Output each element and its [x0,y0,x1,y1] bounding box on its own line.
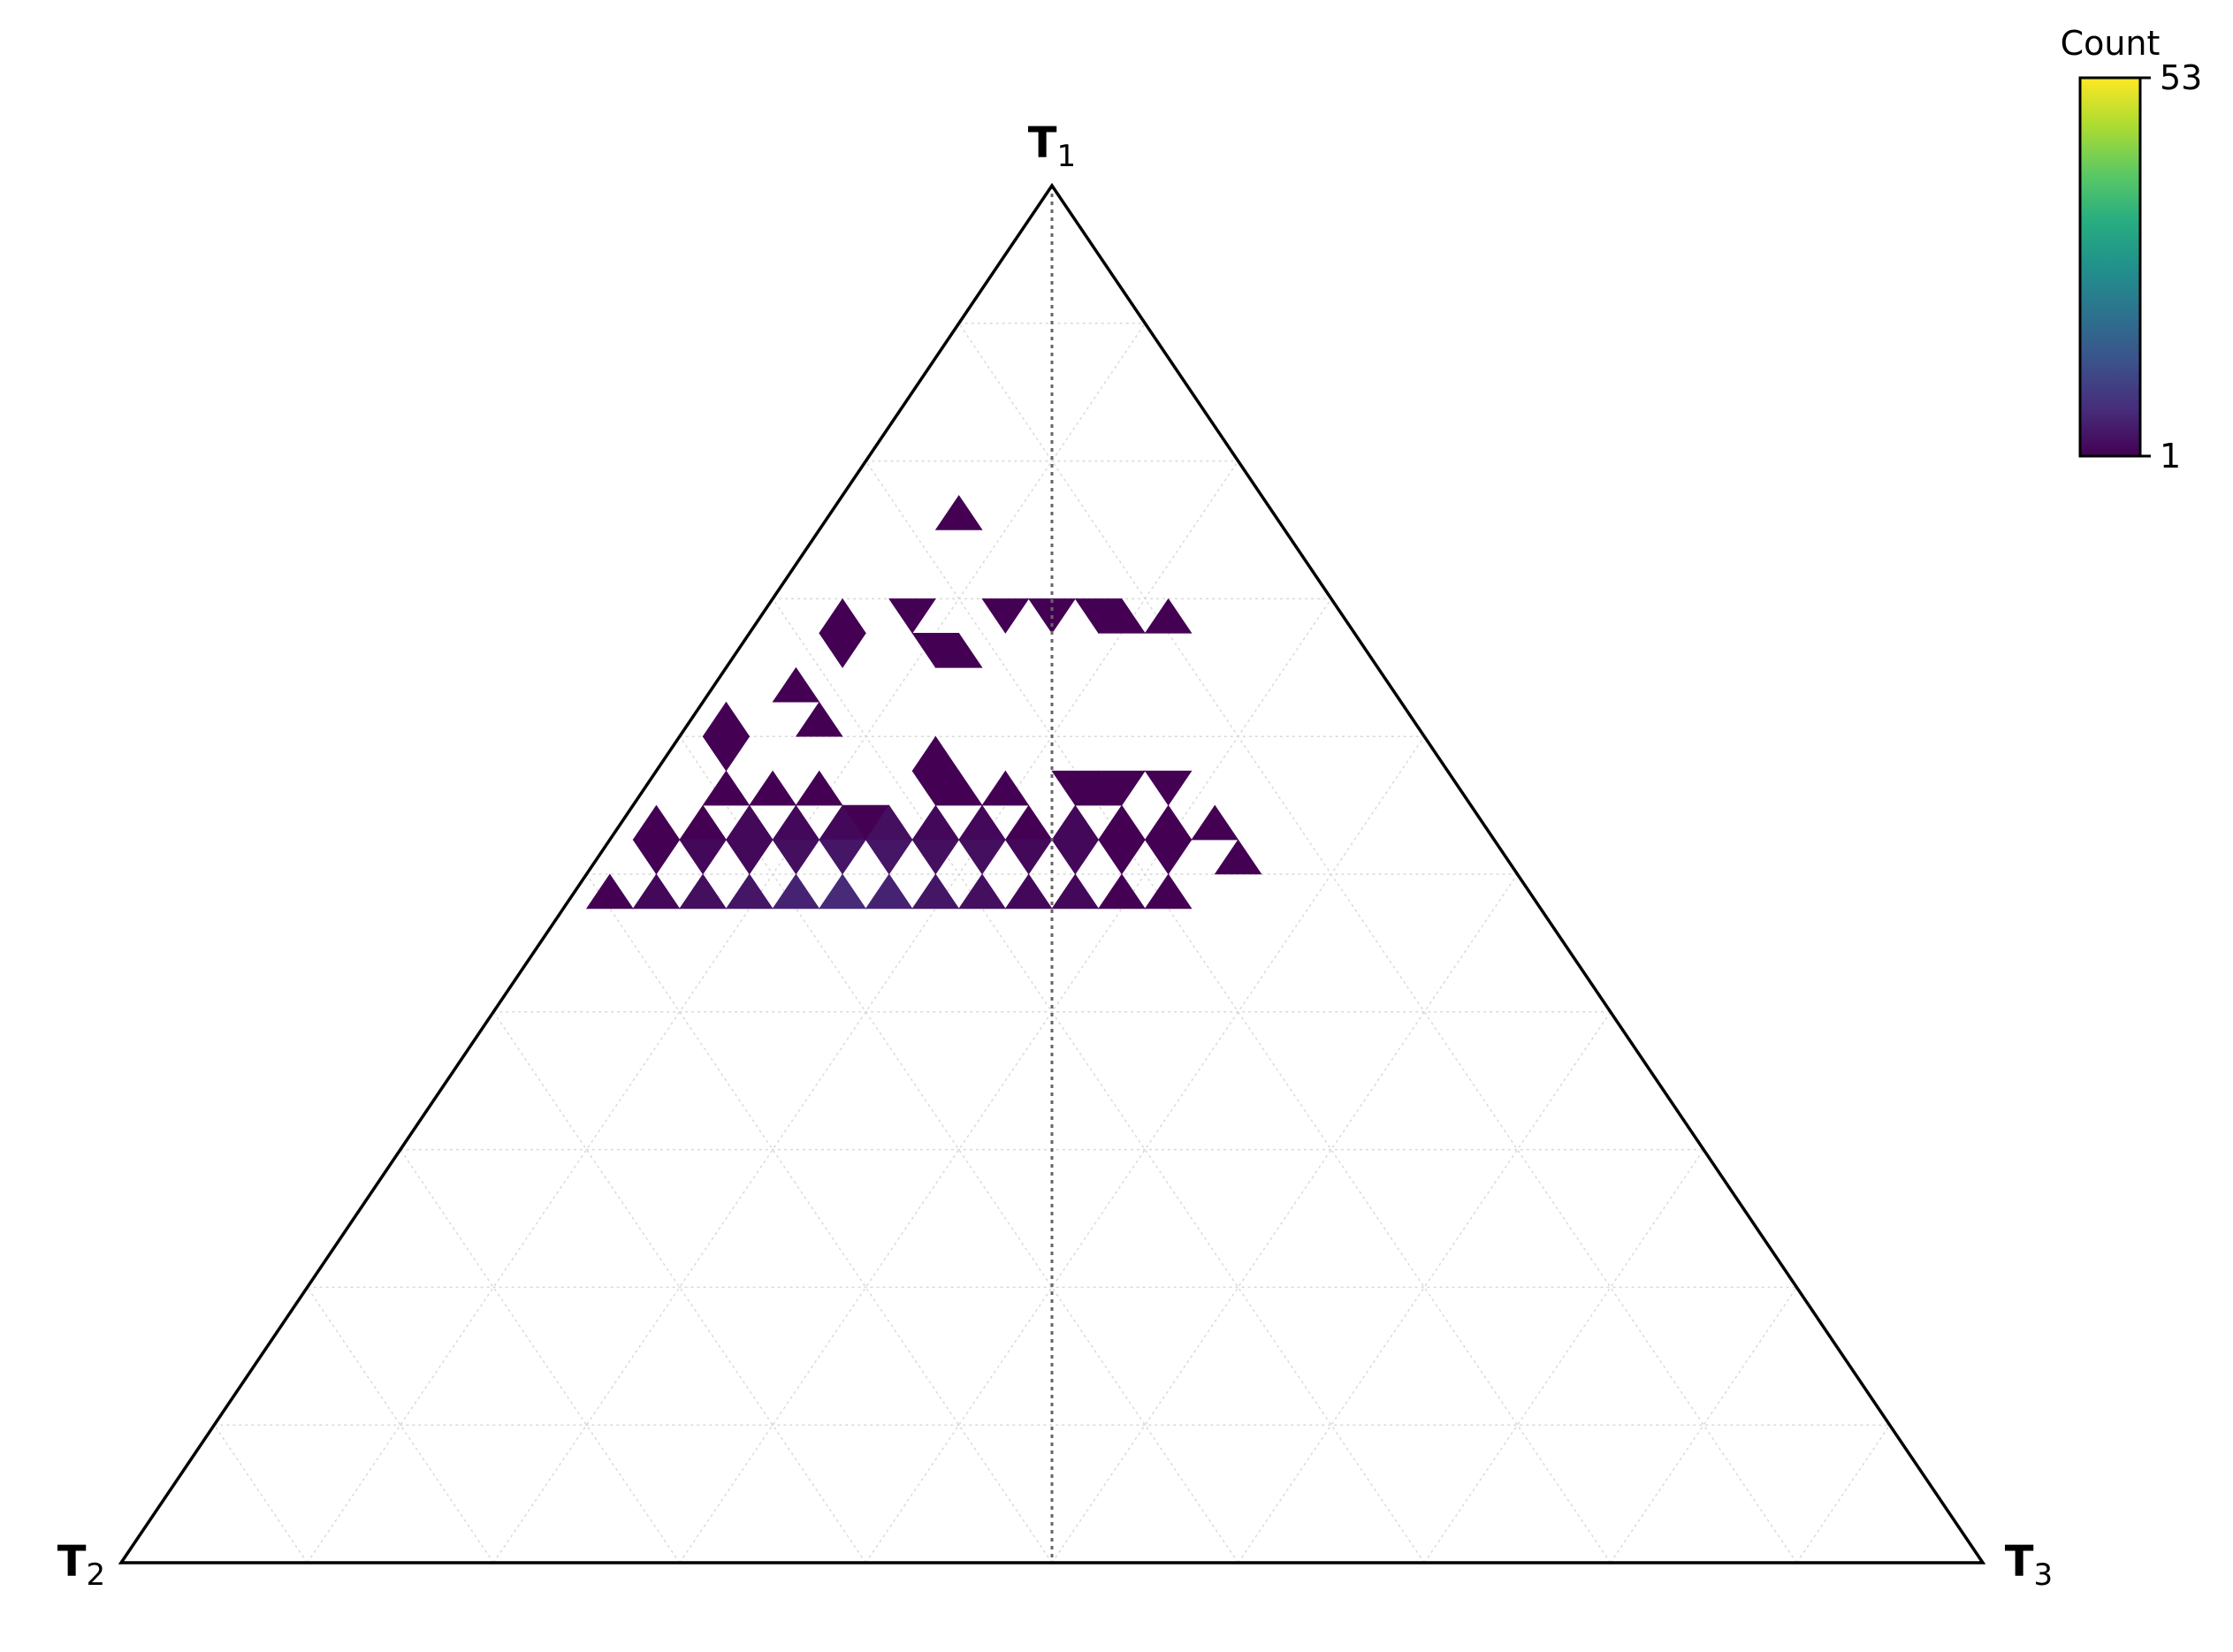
heatmap-cell [819,873,866,910]
heatmap-cell [1098,770,1146,806]
heatmap-cell [819,633,866,668]
grid-line-right [1423,1149,1704,1564]
colorbar-min-label: 1 [2160,437,2181,476]
grid-line-right [1051,873,1519,1564]
heatmap-cell [958,804,1006,841]
colorbar: Count 53 1 [2061,24,2203,476]
heatmap-cell [585,873,634,910]
grid-line-left [679,735,1239,1564]
heatmap-cell [1051,873,1100,910]
heatmap-cell [702,735,751,772]
heatmap-cell [1144,839,1193,875]
grid-line-left [585,873,1053,1564]
heatmap-cell [1144,873,1193,910]
grid-line-right [679,598,1332,1564]
heatmap-cell [749,770,796,806]
heatmap-cell [1144,598,1193,634]
grid-line-right [306,323,1146,1564]
heatmap-cell [795,770,843,806]
grid-line-left [865,461,1612,1564]
heatmap-cell [865,839,913,875]
heatmap-cell [911,735,960,772]
heatmap-cell [1098,873,1146,910]
heatmap-cell [1004,839,1053,875]
heatmap-cell [702,770,751,806]
triangle-outline [118,182,1986,1564]
heatmap-cell [934,632,983,668]
heatmap-cell [888,598,936,634]
grid-line-right [1795,1424,1891,1564]
heatmap-cell [819,598,866,634]
heatmap-cell [1098,598,1146,634]
heatmap-cell [934,495,983,530]
heatmap-cell [679,873,728,910]
ternary-grid [213,323,1891,1564]
heatmap-cell [772,666,820,703]
heatmap-cell [1144,770,1193,806]
heatmap-cell [934,770,983,806]
heatmap-cell [725,873,774,910]
heatmap-cell [958,873,1006,910]
heatmap-cell [679,804,728,841]
heatmap-cell [1098,839,1146,875]
heatmap-cell [865,873,913,910]
heatmap-cell [1004,873,1053,910]
vertex-label-right: T3 [2005,1537,2053,1593]
heatmap-cell [632,839,681,875]
heatmap-cell [679,839,728,875]
heatmap-cell [1214,839,1262,875]
grid-line-left [213,1424,309,1564]
heatmap-cell [702,701,751,737]
grid-line-left [772,598,1425,1564]
heatmap-cells [585,495,1262,910]
heatmap-cell [772,873,820,910]
heatmap-cell [1004,804,1053,841]
colorbar-max-label: 53 [2160,58,2202,97]
heatmap-cell [981,598,1030,634]
heatmap-cell [1144,804,1193,841]
heatmap-cell [1051,804,1100,841]
heatmap-cell [1051,839,1100,875]
heatmap-cell [795,701,843,737]
heatmap-cell [772,839,820,875]
grid-line-left [400,1149,681,1564]
heatmap-cell [632,804,681,841]
heatmap-cell [819,839,866,875]
heatmap-cell [958,839,1006,875]
heatmap-cell [981,770,1030,806]
grid-line-left [958,323,1798,1564]
heatmap-cell [632,873,681,910]
heatmap-cell [911,804,960,841]
heatmap-cell [772,804,820,841]
heatmap-cell [1191,804,1239,841]
heatmap-cell [725,804,774,841]
colorbar-title: Count [2061,24,2161,63]
heatmap-cell [911,873,960,910]
heatmap-cell [1098,804,1146,841]
grid-line-right [492,461,1239,1564]
heatmap-cell [725,839,774,875]
heatmap-cell [911,839,960,875]
vertex-label-top: T1 [1028,118,1076,174]
vertex-label-left: T2 [57,1537,105,1593]
colorbar-gradient [2078,76,2142,458]
